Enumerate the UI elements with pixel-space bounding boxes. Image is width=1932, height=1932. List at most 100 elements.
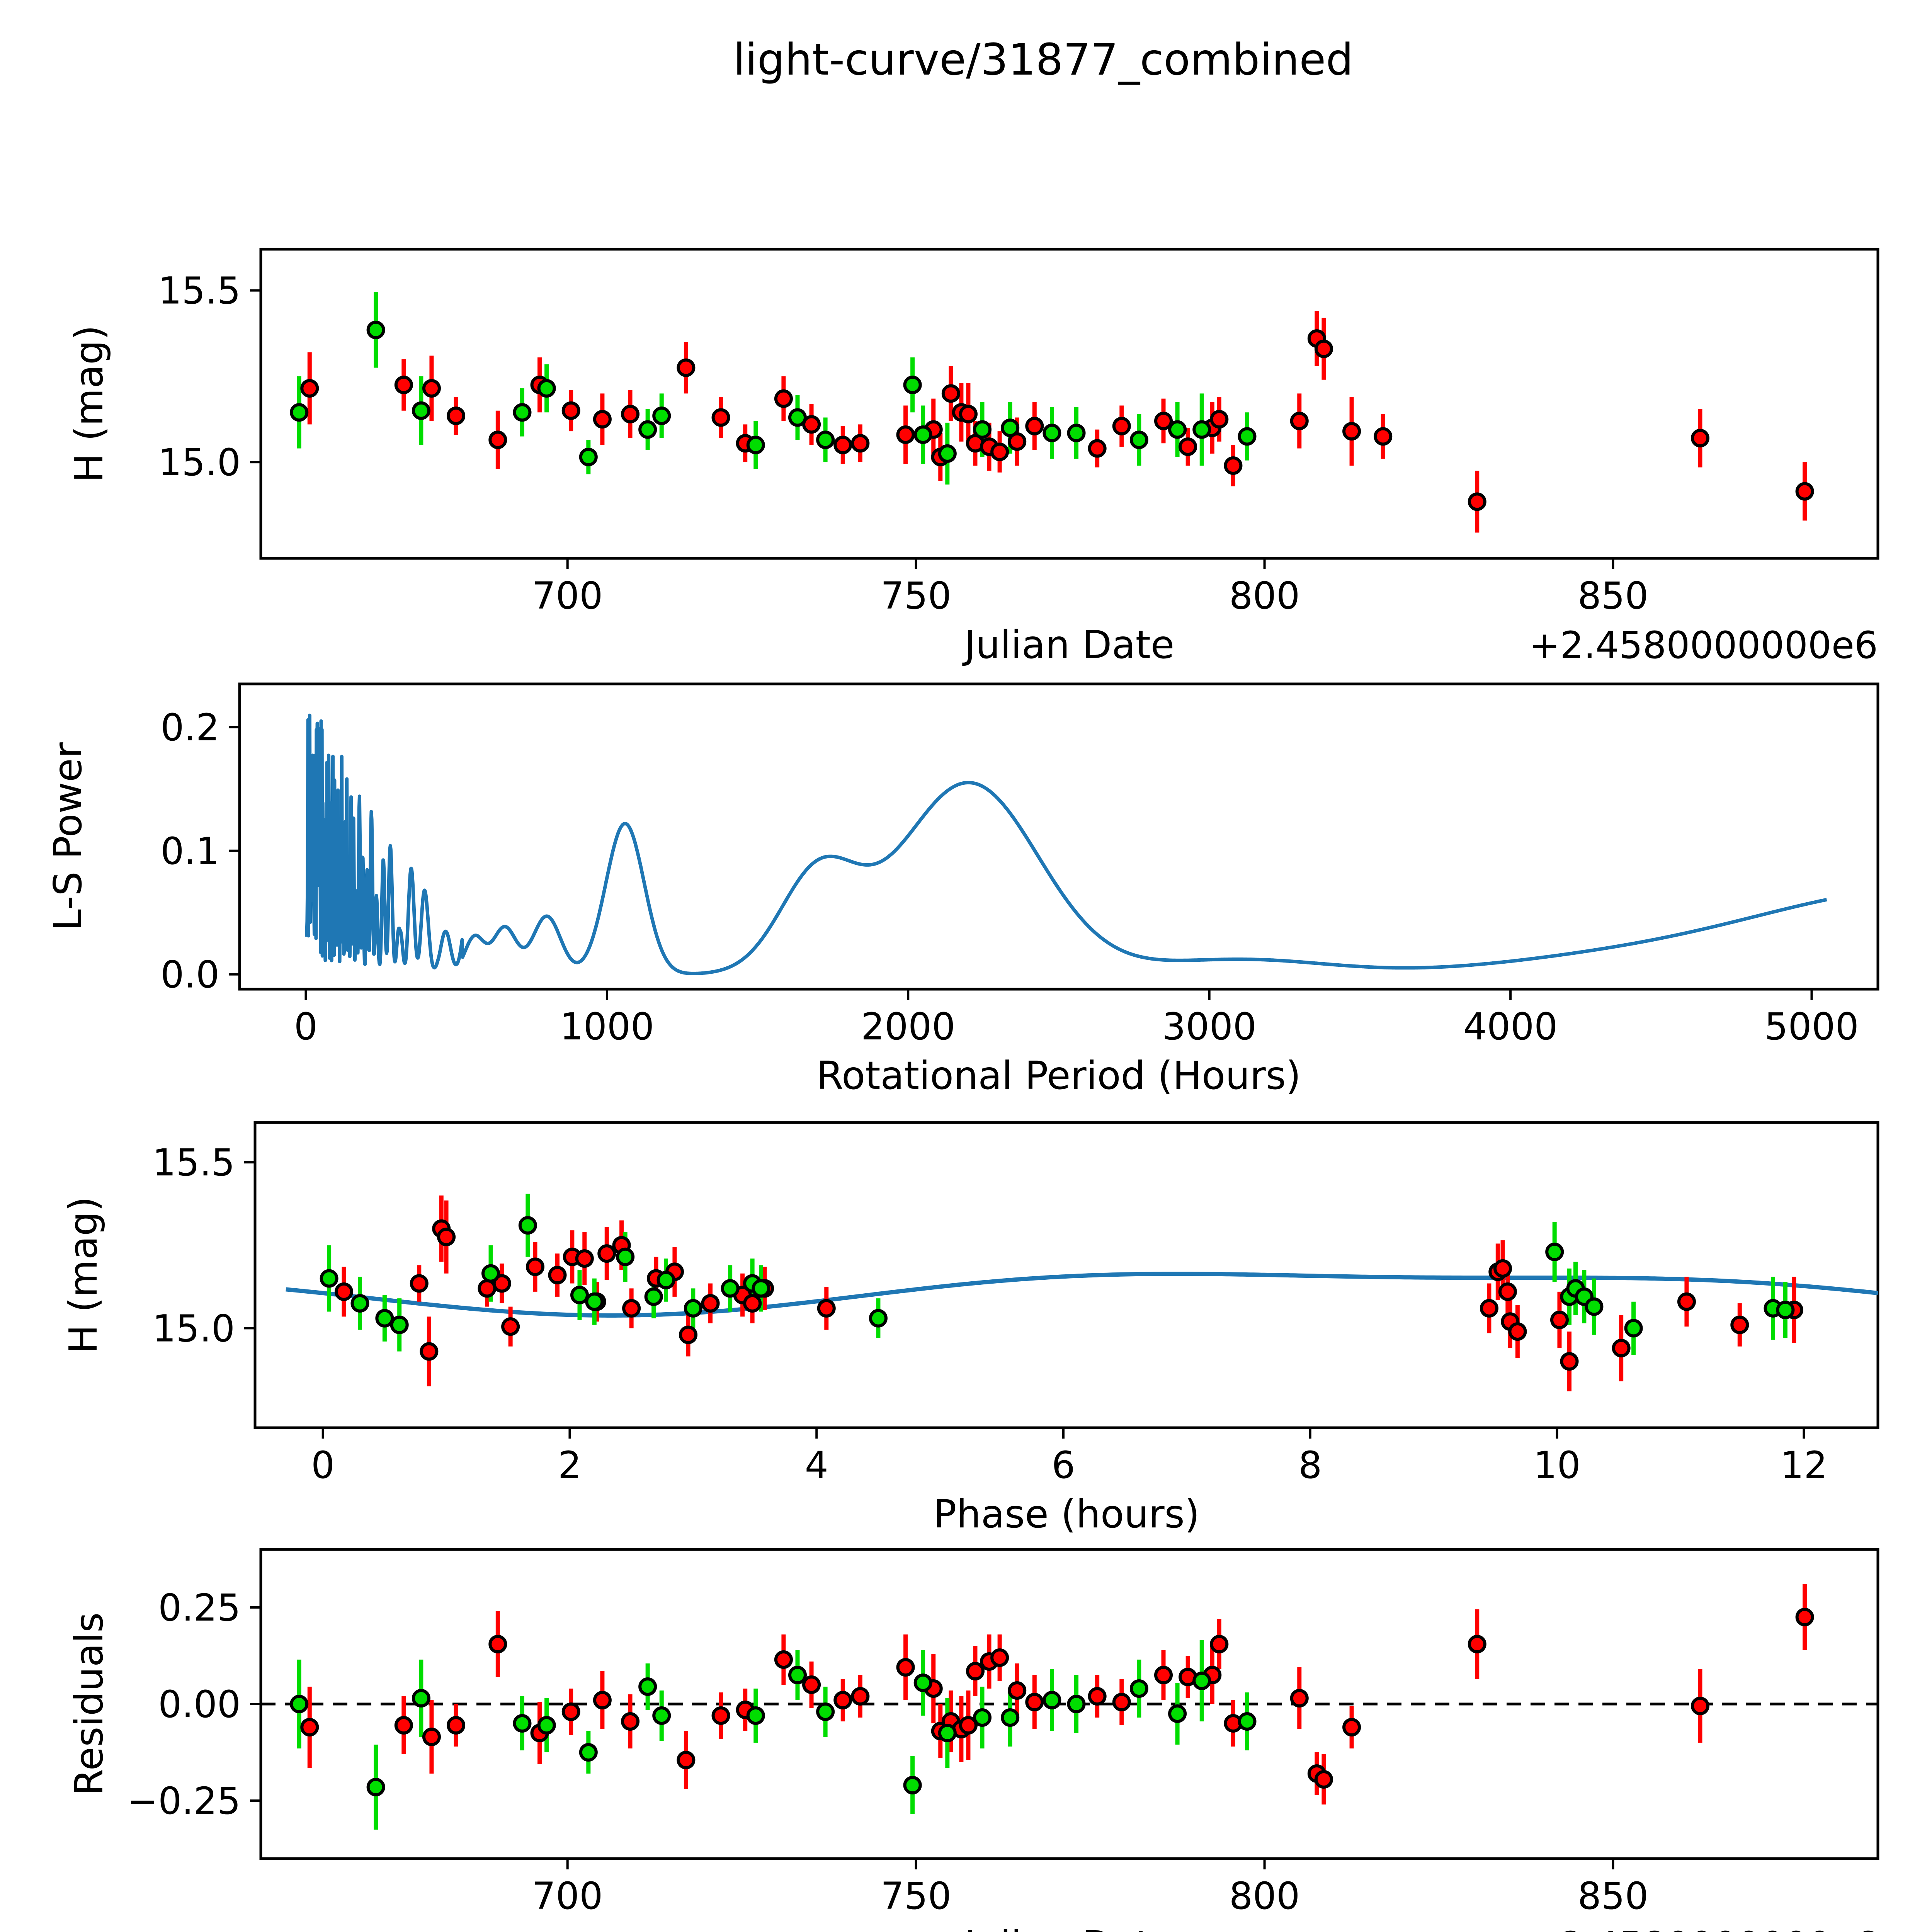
data-point-marker[interactable] (422, 379, 441, 398)
data-point-marker[interactable] (638, 420, 657, 439)
data-point-marker[interactable] (913, 425, 932, 444)
data-point-marker[interactable] (1314, 339, 1333, 358)
data-point-marker[interactable] (851, 1687, 870, 1706)
data-point-marker[interactable] (677, 1751, 696, 1769)
data-point-marker[interactable] (1129, 430, 1148, 449)
data-point-marker[interactable] (1154, 1666, 1173, 1684)
data-point-marker[interactable] (1210, 1635, 1229, 1653)
data-point-marker[interactable] (1168, 1704, 1187, 1723)
data-point-marker[interactable] (1129, 1679, 1148, 1698)
data-point-marker[interactable] (938, 1724, 957, 1742)
data-point-marker[interactable] (548, 1266, 567, 1284)
data-point-marker[interactable] (1192, 1672, 1211, 1690)
data-point-marker[interactable] (366, 1778, 385, 1796)
data-point-marker[interactable] (816, 430, 835, 449)
data-point-marker[interactable] (412, 1689, 430, 1708)
data-point-marker[interactable] (802, 1675, 821, 1694)
data-point-marker[interactable] (447, 406, 466, 425)
data-point-marker[interactable] (622, 1299, 641, 1318)
data-point-marker[interactable] (447, 1716, 466, 1735)
data-point-marker[interactable] (537, 1716, 556, 1735)
data-point-marker[interactable] (903, 376, 922, 395)
data-point-marker[interactable] (833, 1691, 852, 1709)
data-point-marker[interactable] (1374, 427, 1393, 446)
data-point-marker[interactable] (1776, 1301, 1795, 1320)
data-point-marker[interactable] (941, 384, 960, 403)
data-point-marker[interactable] (488, 430, 507, 449)
data-point-marker[interactable] (652, 1706, 671, 1725)
data-point-marker[interactable] (774, 1650, 793, 1669)
data-point-marker[interactable] (1468, 492, 1486, 511)
data-point-marker[interactable] (1008, 1681, 1027, 1700)
data-point-marker[interactable] (684, 1299, 702, 1318)
data-point-marker[interactable] (1001, 1708, 1020, 1727)
data-point-marker[interactable] (1112, 1693, 1131, 1711)
data-point-marker[interactable] (420, 1342, 439, 1361)
data-point-marker[interactable] (1067, 423, 1086, 442)
data-point-marker[interactable] (1691, 429, 1710, 447)
data-point-marker[interactable] (1088, 1687, 1107, 1706)
data-point-marker[interactable] (1508, 1322, 1527, 1341)
data-point-marker[interactable] (938, 444, 957, 463)
data-point-marker[interactable] (1498, 1282, 1517, 1301)
data-point-marker[interactable] (492, 1274, 511, 1293)
data-point-marker[interactable] (746, 435, 765, 454)
data-point-marker[interactable] (1585, 1297, 1604, 1316)
data-point-marker[interactable] (1795, 482, 1814, 501)
data-point-marker[interactable] (394, 376, 413, 395)
data-point-marker[interactable] (1238, 427, 1257, 446)
data-point-marker[interactable] (1560, 1352, 1579, 1371)
data-point-marker[interactable] (526, 1257, 545, 1276)
data-point-marker[interactable] (1290, 1689, 1309, 1708)
data-point-marker[interactable] (1025, 417, 1044, 435)
data-point-marker[interactable] (701, 1294, 720, 1313)
data-point-marker[interactable] (711, 408, 730, 427)
data-point-marker[interactable] (478, 1279, 497, 1298)
data-point-marker[interactable] (721, 1279, 740, 1298)
data-point-marker[interactable] (597, 1244, 616, 1263)
data-point-marker[interactable] (896, 425, 915, 444)
data-point-marker[interactable] (1043, 423, 1061, 442)
data-point-marker[interactable] (816, 1702, 835, 1721)
data-point-marker[interactable] (1342, 422, 1361, 441)
data-point-marker[interactable] (375, 1309, 394, 1328)
data-point-marker[interactable] (390, 1315, 409, 1334)
data-point-marker[interactable] (350, 1294, 369, 1313)
data-point-marker[interactable] (1154, 412, 1173, 430)
data-point-marker[interactable] (638, 1677, 657, 1696)
data-point-marker[interactable] (913, 1673, 932, 1692)
data-point-marker[interactable] (570, 1286, 589, 1304)
data-point-marker[interactable] (1730, 1315, 1749, 1334)
data-point-marker[interactable] (1493, 1259, 1512, 1278)
data-point-marker[interactable] (959, 1716, 978, 1735)
data-point-marker[interactable] (366, 320, 385, 339)
data-point-marker[interactable] (774, 389, 793, 408)
data-point-marker[interactable] (437, 1228, 456, 1247)
data-point-marker[interactable] (743, 1294, 762, 1313)
data-point-marker[interactable] (959, 405, 978, 423)
data-point-marker[interactable] (394, 1716, 413, 1735)
data-point-marker[interactable] (788, 408, 807, 427)
data-point-marker[interactable] (320, 1269, 338, 1288)
data-point-marker[interactable] (593, 410, 612, 429)
data-point-marker[interactable] (1468, 1635, 1486, 1653)
data-point-marker[interactable] (973, 1708, 992, 1727)
data-point-marker[interactable] (1677, 1292, 1696, 1311)
data-point-marker[interactable] (1691, 1697, 1710, 1715)
data-point-marker[interactable] (1025, 1693, 1044, 1711)
data-point-marker[interactable] (621, 1712, 640, 1731)
data-point-marker[interactable] (561, 1702, 580, 1721)
data-point-marker[interactable] (1290, 412, 1309, 430)
data-point-marker[interactable] (1314, 1770, 1333, 1789)
data-point-marker[interactable] (593, 1691, 612, 1709)
data-point-marker[interactable] (1210, 410, 1229, 429)
data-point-marker[interactable] (561, 401, 580, 420)
data-point-marker[interactable] (422, 1728, 441, 1746)
data-point-marker[interactable] (1612, 1338, 1631, 1357)
data-point-marker[interactable] (677, 358, 696, 377)
data-point-marker[interactable] (1480, 1299, 1498, 1318)
data-point-marker[interactable] (869, 1309, 888, 1328)
data-point-marker[interactable] (1088, 439, 1107, 458)
data-point-marker[interactable] (518, 1216, 537, 1235)
data-point-marker[interactable] (300, 379, 319, 398)
